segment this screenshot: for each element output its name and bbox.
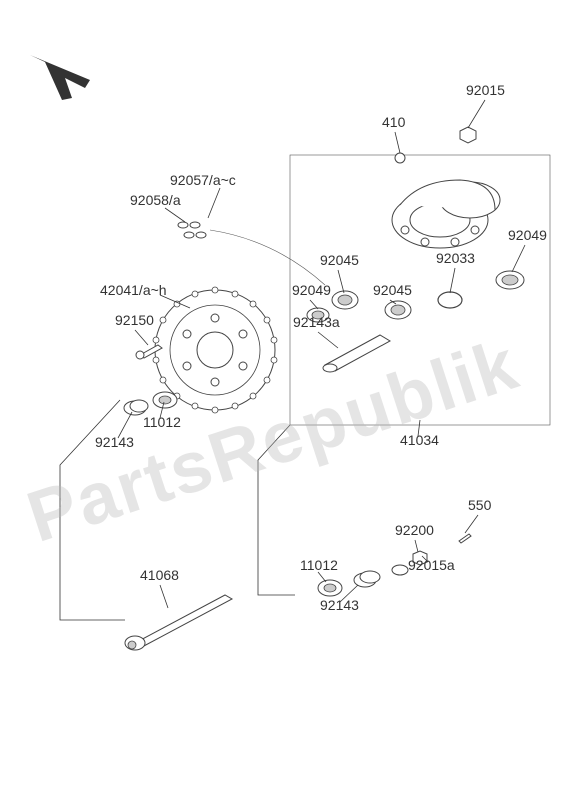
- connector-line-2: [258, 425, 295, 595]
- label-92045-l: 92045: [320, 252, 359, 268]
- label-42041: 42041/a~h: [100, 282, 167, 298]
- label-41068: 41068: [140, 567, 179, 583]
- part-collar-92143a: [323, 335, 390, 372]
- part-collar-92143-upper: [124, 400, 148, 415]
- label-410: 410: [382, 114, 405, 130]
- label-92143a: 92143a: [293, 314, 340, 330]
- part-ball-410: [395, 153, 405, 163]
- part-seal-92049-right: [496, 271, 524, 289]
- label-92015: 92015: [466, 82, 505, 98]
- connector-line-1: [60, 400, 125, 620]
- label-92033: 92033: [436, 250, 475, 266]
- label-11012-l: 11012: [300, 557, 338, 573]
- label-92045-r: 92045: [373, 282, 412, 298]
- label-92058: 92058/a: [130, 192, 181, 208]
- label-92049-r: 92049: [508, 227, 547, 243]
- part-circlip-92033: [438, 292, 462, 308]
- part-chain-92057: [178, 222, 325, 285]
- label-92150: 92150: [115, 312, 154, 328]
- label-92200: 92200: [395, 522, 434, 538]
- part-nut-92015: [460, 127, 476, 143]
- part-bearing-92045-right: [385, 301, 411, 319]
- part-cap-11012-lower: [318, 580, 342, 596]
- label-41034: 41034: [400, 432, 439, 448]
- label-92049-l: 92049: [292, 282, 331, 298]
- label-92057: 92057/a~c: [170, 172, 236, 188]
- part-washer-92015a: [392, 565, 408, 575]
- direction-arrow: [30, 55, 90, 100]
- part-collar-92143-lower: [354, 571, 380, 587]
- label-92143-u: 92143: [95, 434, 134, 450]
- part-hub: [392, 180, 500, 248]
- label-11012-u: 11012: [143, 414, 181, 430]
- label-92143-l: 92143: [320, 597, 359, 613]
- part-axle-41068: [125, 595, 232, 650]
- label-550: 550: [468, 497, 491, 513]
- part-cap-11012-upper: [153, 392, 177, 408]
- parts-diagram: PartsRepublik 92015 410 92057/a~c 92058/…: [0, 0, 577, 800]
- part-pin-550: [459, 534, 471, 543]
- label-92015a: 92015a: [408, 557, 455, 573]
- part-bearing-92045-left: [332, 291, 358, 309]
- diagram-svg: [0, 0, 577, 800]
